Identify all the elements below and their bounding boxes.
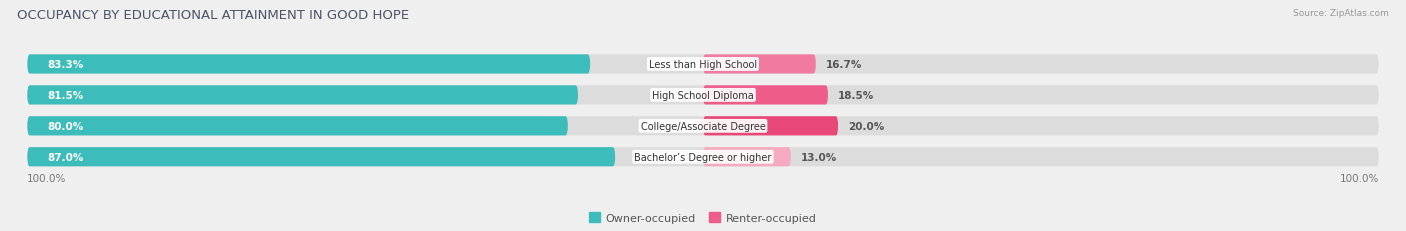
- Text: 18.5%: 18.5%: [838, 91, 875, 100]
- FancyBboxPatch shape: [27, 148, 1379, 167]
- Text: Less than High School: Less than High School: [650, 60, 756, 70]
- FancyBboxPatch shape: [703, 148, 790, 167]
- Text: 83.3%: 83.3%: [48, 60, 84, 70]
- Text: College/Associate Degree: College/Associate Degree: [641, 121, 765, 131]
- Text: 81.5%: 81.5%: [48, 91, 84, 100]
- FancyBboxPatch shape: [27, 55, 591, 74]
- FancyBboxPatch shape: [703, 86, 828, 105]
- FancyBboxPatch shape: [703, 55, 815, 74]
- FancyBboxPatch shape: [27, 86, 578, 105]
- Text: 100.0%: 100.0%: [27, 173, 66, 183]
- FancyBboxPatch shape: [27, 117, 568, 136]
- Text: 13.0%: 13.0%: [801, 152, 837, 162]
- Legend: Owner-occupied, Renter-occupied: Owner-occupied, Renter-occupied: [585, 208, 821, 227]
- Text: 80.0%: 80.0%: [48, 121, 84, 131]
- FancyBboxPatch shape: [27, 55, 1379, 74]
- FancyBboxPatch shape: [703, 117, 838, 136]
- Text: 100.0%: 100.0%: [1340, 173, 1379, 183]
- FancyBboxPatch shape: [27, 117, 1379, 136]
- Text: Source: ZipAtlas.com: Source: ZipAtlas.com: [1294, 9, 1389, 18]
- Text: 16.7%: 16.7%: [825, 60, 862, 70]
- Text: OCCUPANCY BY EDUCATIONAL ATTAINMENT IN GOOD HOPE: OCCUPANCY BY EDUCATIONAL ATTAINMENT IN G…: [17, 9, 409, 22]
- Text: Bachelor’s Degree or higher: Bachelor’s Degree or higher: [634, 152, 772, 162]
- Text: 87.0%: 87.0%: [48, 152, 84, 162]
- Text: 20.0%: 20.0%: [848, 121, 884, 131]
- FancyBboxPatch shape: [27, 86, 1379, 105]
- Text: High School Diploma: High School Diploma: [652, 91, 754, 100]
- FancyBboxPatch shape: [27, 148, 616, 167]
